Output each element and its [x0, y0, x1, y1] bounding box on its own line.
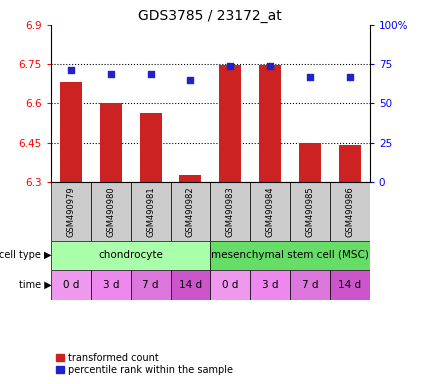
Text: 0 d: 0 d	[63, 280, 79, 290]
Text: chondrocyte: chondrocyte	[98, 250, 163, 260]
Bar	[51, 241, 210, 270]
Text: time ▶: time ▶	[19, 280, 52, 290]
Text: GSM490979: GSM490979	[66, 187, 75, 237]
Bar	[131, 182, 170, 241]
Bar	[250, 270, 290, 300]
Text: GSM490980: GSM490980	[106, 187, 115, 237]
Bar	[91, 182, 131, 241]
Bar	[131, 270, 170, 300]
Text: 7 d: 7 d	[302, 280, 318, 290]
Point	[147, 71, 154, 77]
Bar	[170, 270, 210, 300]
Text: GSM490981: GSM490981	[146, 187, 155, 237]
Text: 14 d: 14 d	[338, 280, 361, 290]
Bar	[339, 145, 361, 182]
Bar	[219, 66, 241, 182]
Point	[187, 77, 194, 83]
Bar	[290, 182, 330, 241]
Text: 0 d: 0 d	[222, 280, 238, 290]
Point	[306, 74, 313, 80]
Text: mesenchymal stem cell (MSC): mesenchymal stem cell (MSC)	[211, 250, 369, 260]
Bar	[60, 83, 82, 182]
Point	[68, 67, 74, 73]
Bar	[210, 241, 370, 270]
Bar	[330, 182, 370, 241]
Bar	[91, 270, 131, 300]
Bar	[51, 270, 91, 300]
Bar	[250, 182, 290, 241]
Bar	[210, 182, 250, 241]
Text: cell type ▶: cell type ▶	[0, 250, 52, 260]
Text: 7 d: 7 d	[142, 280, 159, 290]
Text: GSM490985: GSM490985	[306, 187, 314, 237]
Bar	[210, 270, 250, 300]
Bar	[179, 175, 201, 182]
Bar	[299, 142, 321, 182]
Bar	[330, 270, 370, 300]
Text: GSM490983: GSM490983	[226, 187, 235, 237]
Text: 14 d: 14 d	[179, 280, 202, 290]
Title: GDS3785 / 23172_at: GDS3785 / 23172_at	[139, 8, 282, 23]
Point	[227, 63, 234, 69]
Text: 3 d: 3 d	[102, 280, 119, 290]
Text: GSM490984: GSM490984	[266, 187, 275, 237]
Point	[346, 74, 353, 80]
Point	[267, 63, 274, 69]
Text: GSM490982: GSM490982	[186, 187, 195, 237]
Text: 3 d: 3 d	[262, 280, 278, 290]
Point	[108, 71, 114, 77]
Bar	[290, 270, 330, 300]
Text: GSM490986: GSM490986	[346, 187, 354, 237]
Bar	[259, 66, 281, 182]
Bar	[140, 113, 162, 182]
Bar	[170, 182, 210, 241]
Bar	[51, 182, 91, 241]
Bar	[100, 103, 122, 182]
Legend: transformed count, percentile rank within the sample: transformed count, percentile rank withi…	[56, 353, 232, 375]
